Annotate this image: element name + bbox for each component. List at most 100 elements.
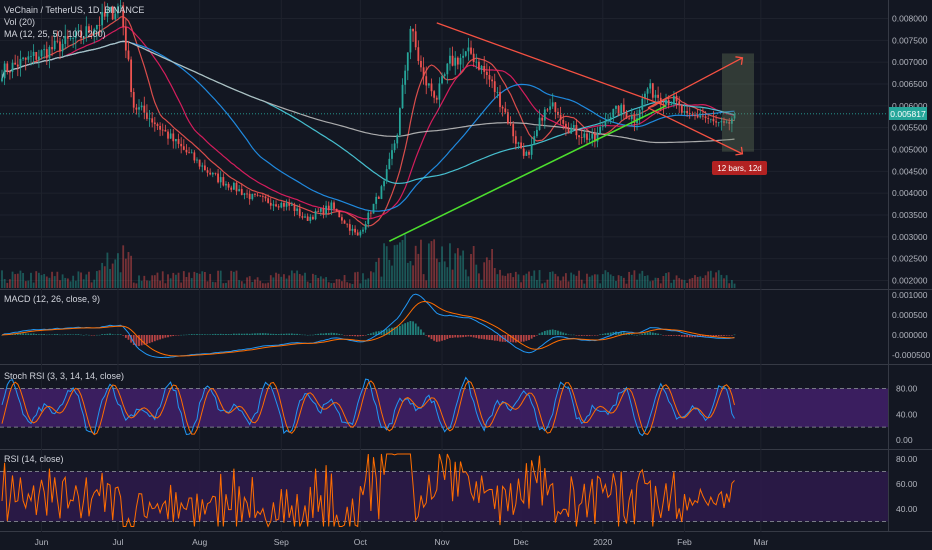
volume-bar bbox=[206, 281, 209, 288]
candle-body bbox=[285, 203, 288, 207]
macd-histogram-bar bbox=[688, 335, 691, 338]
candle-body bbox=[451, 55, 454, 66]
macd-histogram-bar bbox=[1, 335, 3, 336]
volume-bar bbox=[657, 277, 660, 288]
candle-body bbox=[306, 216, 309, 221]
candle-body bbox=[699, 115, 702, 118]
volume-bar bbox=[499, 269, 501, 288]
macd-histogram-bar bbox=[74, 334, 77, 335]
candle-body bbox=[725, 121, 728, 123]
candle-body bbox=[77, 30, 80, 32]
volume-bar bbox=[356, 271, 359, 288]
price-axis-tick: 0.002500 bbox=[892, 254, 928, 264]
candle-body bbox=[30, 55, 32, 57]
macd-histogram-bar bbox=[124, 335, 127, 338]
macd-histogram-bar bbox=[636, 334, 638, 336]
volume-bar bbox=[475, 264, 478, 288]
volume-bar bbox=[491, 248, 494, 288]
candle-body bbox=[301, 216, 304, 218]
volume-bar bbox=[248, 276, 251, 288]
macd-histogram-bar bbox=[322, 333, 325, 335]
volume-bar bbox=[430, 241, 433, 288]
projection-badge bbox=[712, 161, 767, 175]
volume-bar bbox=[335, 279, 338, 288]
volume-bar bbox=[562, 276, 565, 288]
macd-histogram-bar bbox=[317, 333, 320, 335]
macd-histogram-bar bbox=[148, 335, 151, 344]
volume-bar bbox=[272, 277, 275, 288]
candle-body bbox=[372, 203, 375, 214]
volume-bar bbox=[525, 273, 528, 288]
candle-body bbox=[88, 26, 90, 33]
support-trendline bbox=[388, 105, 667, 242]
volume-bar bbox=[470, 253, 472, 288]
volume-bar bbox=[132, 282, 135, 288]
candle-body bbox=[657, 94, 660, 98]
volume-bar bbox=[22, 272, 24, 288]
volume-bar bbox=[90, 282, 93, 288]
macd-histogram-bar bbox=[430, 335, 433, 340]
candle-body bbox=[114, 13, 117, 20]
macd-histogram-bar bbox=[214, 333, 217, 335]
volume-bar bbox=[159, 280, 161, 288]
candle-body bbox=[254, 193, 256, 195]
candle-body bbox=[622, 104, 625, 112]
macd-histogram-bar bbox=[30, 333, 32, 335]
current-price-label: 0.005817 bbox=[890, 109, 926, 119]
volume-bar bbox=[612, 276, 615, 288]
candle-body bbox=[243, 193, 246, 195]
macd-histogram-bar bbox=[554, 330, 557, 335]
volume-bar bbox=[127, 252, 130, 288]
candle-body bbox=[140, 105, 143, 108]
volume-bar bbox=[201, 271, 204, 288]
volume-bar bbox=[85, 274, 88, 288]
candle-body bbox=[264, 196, 267, 199]
macd-histogram-bar bbox=[459, 335, 462, 338]
candle-body bbox=[517, 142, 520, 144]
time-axis-label: Jul bbox=[113, 537, 124, 547]
candle-body bbox=[167, 131, 169, 139]
candle-body bbox=[24, 57, 27, 60]
macd-histogram-bar bbox=[501, 335, 504, 342]
time-axis-label: Mar bbox=[754, 537, 769, 547]
volume-bar bbox=[35, 271, 38, 288]
candle-body bbox=[546, 109, 549, 111]
macd-histogram-bar bbox=[670, 335, 673, 337]
volume-bar bbox=[203, 271, 206, 288]
macd-histogram-bar bbox=[557, 330, 559, 335]
macd-histogram-bar bbox=[712, 335, 715, 337]
candle-body bbox=[459, 57, 462, 65]
macd-histogram-bar bbox=[66, 334, 69, 335]
macd-histogram-bar bbox=[464, 335, 467, 337]
candle-body bbox=[196, 159, 198, 161]
macd-histogram-bar bbox=[596, 335, 599, 336]
macd-histogram-bar bbox=[359, 335, 362, 337]
macd-histogram-bar bbox=[499, 335, 501, 342]
volume-bar bbox=[683, 279, 686, 288]
volume-bar bbox=[380, 276, 383, 288]
volume-indicator-label: Vol (20) bbox=[4, 17, 35, 27]
candle-body bbox=[130, 59, 133, 93]
candle-body bbox=[612, 108, 615, 118]
macd-histogram-bar bbox=[525, 335, 528, 341]
volume-bar bbox=[699, 276, 702, 288]
macd-histogram-bar bbox=[88, 334, 90, 336]
candle-body bbox=[667, 100, 670, 106]
macd-histogram-bar bbox=[507, 335, 509, 343]
candle-body bbox=[256, 194, 259, 196]
macd-histogram-bar bbox=[153, 335, 156, 342]
volume-bar bbox=[64, 277, 67, 288]
candle-body bbox=[182, 146, 185, 150]
volume-bar bbox=[641, 270, 644, 288]
macd-histogram-bar bbox=[182, 334, 185, 336]
volume-bar bbox=[74, 280, 77, 288]
macd-histogram-bar bbox=[309, 334, 312, 336]
rsi-axis-tick: 40.00 bbox=[896, 504, 918, 514]
macd-histogram-bar bbox=[720, 335, 723, 336]
volume-bar bbox=[675, 275, 678, 288]
volume-bar bbox=[198, 273, 201, 288]
volume-bar bbox=[283, 274, 285, 288]
projection-arrow-down bbox=[647, 107, 743, 155]
candle-body bbox=[335, 208, 338, 211]
macd-histogram-bar bbox=[261, 333, 264, 335]
